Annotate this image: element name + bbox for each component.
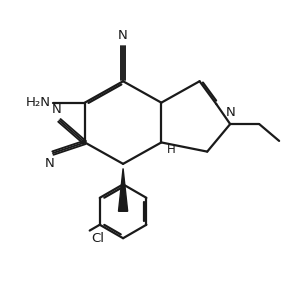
Text: N: N — [118, 29, 128, 42]
Text: H: H — [167, 143, 176, 156]
Text: N: N — [44, 157, 54, 170]
Text: N: N — [52, 103, 62, 116]
Text: H₂N: H₂N — [26, 96, 51, 109]
Polygon shape — [118, 168, 128, 211]
Text: N: N — [226, 106, 236, 119]
Text: Cl: Cl — [91, 232, 104, 245]
